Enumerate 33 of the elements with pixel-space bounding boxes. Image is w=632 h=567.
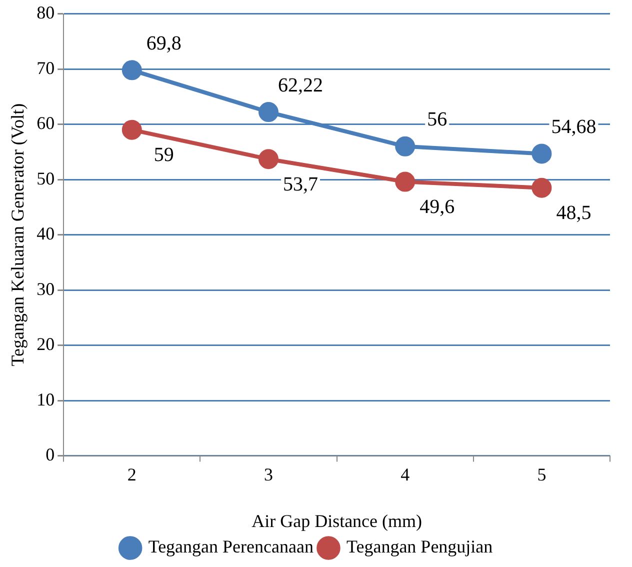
- y-tick-label: 40: [36, 224, 55, 244]
- point: [395, 172, 416, 192]
- x-tick-label: 4: [400, 464, 410, 484]
- x-tick-label: 5: [537, 464, 546, 484]
- point: [122, 120, 142, 140]
- x-axis-title: Air Gap Distance (mm): [252, 510, 422, 531]
- point: [122, 60, 142, 80]
- data-label: 49,6: [420, 196, 455, 218]
- y-tick-label: 60: [36, 113, 55, 134]
- data-label: 53,7: [283, 173, 318, 196]
- data-label: 69,8: [146, 32, 182, 54]
- legend-label: Tegangan Pengujian: [346, 536, 493, 557]
- y-axis-title: Tegangan Keluaran Generator (Volt): [8, 103, 28, 366]
- y-tick-label: 80: [36, 2, 55, 23]
- y-tick-label: 70: [36, 58, 55, 78]
- y-tick-label: 0: [46, 444, 55, 465]
- point: [258, 149, 278, 170]
- data-label: 56: [427, 108, 448, 131]
- y-tick-label: 30: [36, 278, 55, 299]
- data-label: 62,22: [278, 74, 323, 96]
- data-label: 59: [154, 144, 174, 166]
- x-tick-label: 3: [264, 464, 273, 484]
- y-tick-label: 20: [36, 334, 55, 354]
- data-label: 54,68: [551, 116, 596, 138]
- y-tick-label: 50: [36, 168, 55, 188]
- point: [258, 102, 278, 122]
- point: [395, 136, 416, 156]
- point: [532, 144, 552, 164]
- y-tick-label: 10: [36, 389, 55, 410]
- legend-label: Tegangan Perencanaan: [148, 536, 314, 557]
- data-label: 48,5: [556, 202, 592, 224]
- point: [532, 178, 552, 198]
- x-tick-label: 2: [127, 464, 136, 484]
